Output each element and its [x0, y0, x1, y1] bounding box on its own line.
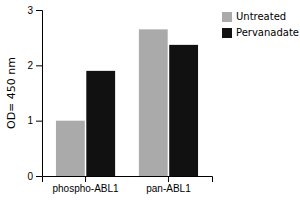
- y-tick-mark: [36, 176, 42, 177]
- bar: [139, 29, 168, 176]
- legend-label: Pervanadate: [236, 27, 299, 38]
- x-tick-mark: [168, 176, 169, 182]
- x-tick-mark: [85, 176, 86, 182]
- bar: [56, 121, 85, 176]
- legend-label: Untreated: [236, 11, 286, 22]
- bars: [56, 29, 198, 176]
- x-tick: pan-ABL1: [146, 176, 191, 194]
- y-tick-mark: [36, 121, 42, 122]
- legend-swatch: [222, 28, 232, 38]
- y-axis-line: [36, 11, 43, 177]
- y-tick-label: 3: [27, 5, 33, 16]
- y-tick: 3: [27, 5, 42, 16]
- x-tick: phospho-ABL1: [52, 176, 119, 194]
- y-tick: 0: [27, 171, 42, 182]
- y-tick-label: 2: [27, 60, 33, 71]
- bar: [169, 45, 198, 176]
- plot: 0 1 2 3 phospho-ABL1 pan-ABL1: [27, 5, 212, 194]
- chart: 0 1 2 3 phospho-ABL1 pan-ABL1 OD= 450 nm Untrea…: [0, 0, 300, 200]
- x-axis-line: [43, 177, 213, 183]
- y-axis-title: OD= 450 nm: [5, 57, 18, 129]
- legend: Untreated Pervanadate: [222, 11, 299, 38]
- y-tick-mark: [36, 65, 42, 66]
- legend-item: Pervanadate: [222, 27, 299, 38]
- y-tick-mark: [36, 10, 42, 11]
- x-tick-label: phospho-ABL1: [52, 183, 119, 194]
- y-tick: 1: [27, 115, 42, 126]
- y-tick: 2: [27, 60, 42, 71]
- x-axis: phospho-ABL1 pan-ABL1: [43, 176, 213, 194]
- x-tick-label: pan-ABL1: [146, 183, 191, 194]
- y-tick-label: 1: [27, 115, 33, 126]
- bar: [86, 71, 115, 176]
- y-tick-label: 0: [27, 171, 33, 182]
- legend-swatch: [222, 12, 232, 22]
- y-axis: 0 1 2 3: [27, 5, 42, 182]
- legend-item: Untreated: [222, 11, 286, 22]
